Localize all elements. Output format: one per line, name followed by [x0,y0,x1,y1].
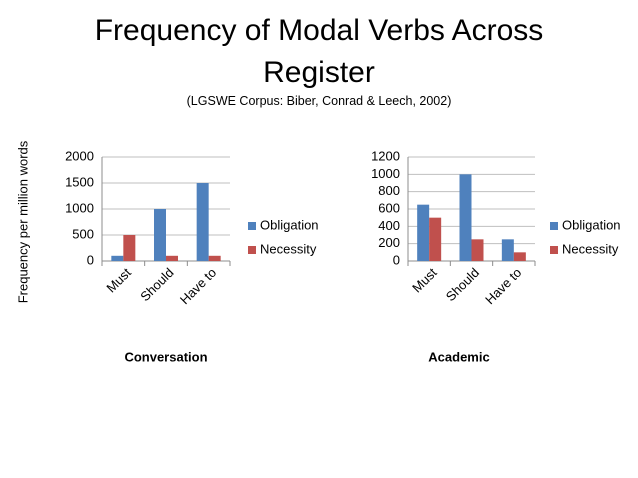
x-tick-label: Have to [482,265,524,307]
y-tick-label: 0 [87,252,94,267]
x-tick-label: Should [443,265,482,304]
bar [166,255,178,261]
x-tick-label: Have to [177,265,219,307]
legend-label: Obligation [562,217,621,232]
legend-label: Obligation [260,217,319,232]
y-tick-label: 1000 [371,166,400,181]
slide-title: Frequency of Modal Verbs Across Register [94,14,544,89]
x-axis-label: Academic [428,349,489,364]
slide-subtitle: (LGSWE Corpus: Biber, Conrad & Leech, 20… [186,94,452,108]
y-tick-label: 600 [378,200,400,215]
y-tick-label: 200 [378,235,400,250]
bar [154,209,166,261]
legend-swatch [248,246,256,254]
bar [123,235,136,261]
y-axis-label: Frequency per million words [15,140,30,303]
y-tick-label: 400 [378,218,400,233]
bar [417,204,430,261]
y-tick-label: 0 [393,252,400,267]
y-tick-label: 800 [378,183,400,198]
bar [513,252,526,261]
legend-swatch [550,222,558,230]
bar [501,239,514,261]
bar [196,183,209,261]
bar [429,217,442,261]
x-tick-label: Should [137,265,176,304]
legend-swatch [248,222,256,230]
y-tick-label: 1000 [65,200,94,215]
x-axis-label: Conversation [124,349,207,364]
bar [111,255,124,261]
x-tick-label: Must [103,265,134,296]
x-tick-label: Must [409,265,440,296]
y-tick-label: 500 [72,226,94,241]
bar [459,174,472,261]
y-tick-label: 1500 [65,174,94,189]
y-tick-label: 1200 [371,148,400,163]
legend-label: Necessity [562,241,619,256]
y-tick-label: 2000 [65,148,94,163]
legend-label: Necessity [260,241,317,256]
bar [208,255,221,261]
legend-swatch [550,246,558,254]
bar [471,239,484,261]
